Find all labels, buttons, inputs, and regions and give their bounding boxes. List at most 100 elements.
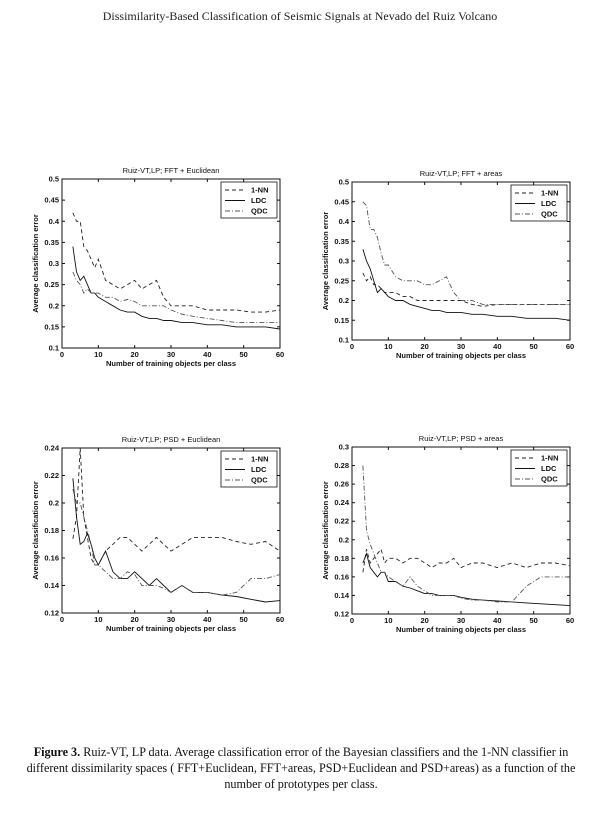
caption-label: Figure 3. [33,745,81,759]
y-tick-label: 0.26 [334,480,349,489]
x-tick-label: 50 [529,342,537,351]
legend-label: LDC [251,196,267,205]
chart-4: Ruiz-VT,LP; PSD + areas 0 10 20 30 40 50 60 0.12… [321,434,574,634]
series-line-1-nn [362,272,570,307]
y-tick-label: 0.3 [339,443,349,452]
x-tick-label: 20 [420,342,428,351]
y-tick-label: 0.28 [334,461,349,470]
y-tick-label: 0.12 [44,609,59,618]
y-tick-label: 0.5 [339,178,349,187]
x-tick-label: 20 [130,350,138,359]
legend-box [510,184,568,222]
x-tick-label: 0 [60,615,64,624]
y-tick-label: 0.35 [44,238,59,247]
x-tick-label: 0 [350,616,354,625]
y-axis-label: Average classification error [321,212,330,311]
y-tick-label: 0.14 [334,591,349,600]
y-tick-label: 0.18 [44,526,59,535]
chart-title: Ruiz-VT,LP; FFT + Euclidean [123,166,220,175]
x-tick-label: 60 [566,342,574,351]
x-tick-label: 50 [239,350,247,359]
legend-label: QDC [541,210,558,219]
legend-label: LDC [251,465,267,474]
series-line-qdc [362,465,570,603]
caption-text: Ruiz-VT, LP data. Average classification… [26,745,576,791]
series-line-1-nn [72,212,281,313]
x-tick-label: 10 [94,350,102,359]
x-tick-label: 30 [457,342,465,351]
y-tick-label: 0.25 [44,280,59,289]
y-tick-label: 0.4 [49,217,60,226]
x-tick-label: 30 [457,616,465,625]
legend-label: 1-NN [251,455,269,464]
y-tick-label: 0.14 [44,581,59,590]
y-tick-label: 0.4 [339,217,350,226]
chart-title: Ruiz-VT,LP; PSD + Euclidean [122,435,221,444]
legend-label: LDC [541,199,557,208]
x-tick-label: 10 [94,615,102,624]
series-line-ldc [72,478,281,603]
x-tick-label: 40 [493,616,501,625]
x-tick-label: 40 [203,615,211,624]
x-tick-label: 40 [203,350,211,359]
y-axis-label: Average classification error [31,481,40,580]
x-tick-label: 20 [130,615,138,624]
chart-1: Ruiz-VT,LP; FFT + Euclidean 0 10 20 30 40 50 60… [31,166,284,368]
y-tick-label: 0.24 [334,498,349,507]
series-line-qdc [362,201,570,305]
y-tick-label: 0.16 [44,554,59,563]
series-line-1-nn [362,548,571,573]
legend-box [220,181,278,219]
x-tick-label: 20 [420,616,428,625]
running-header: Dissimilarity-Based Classification of Se… [102,9,498,23]
y-tick-label: 0.45 [334,197,349,206]
chart-title: Ruiz-VT,LP; PSD + areas [419,434,504,443]
y-tick-label: 0.3 [339,257,349,266]
y-tick-label: 0.22 [334,517,349,526]
x-tick-label: 10 [384,342,392,351]
x-axis-label: Number of training objects per class [106,624,236,633]
x-axis-label: Number of training objects per class [106,359,236,368]
series-line-1-nn [72,447,281,566]
legend-label: 1-NN [541,189,559,198]
x-tick-label: 30 [167,615,175,624]
x-tick-label: 60 [276,350,284,359]
x-axis-label: Number of training objects per class [396,351,526,360]
y-tick-label: 0.2 [49,301,59,310]
y-tick-label: 0.2 [339,296,349,305]
y-tick-label: 0.12 [334,610,349,619]
legend-label: 1-NN [541,454,559,463]
y-tick-label: 0.22 [44,471,59,480]
legend-label: 1-NN [251,186,269,195]
y-tick-label: 0.2 [49,499,59,508]
chart-3: Ruiz-VT,LP; PSD + Euclidean 0 10 20 30 40 50 60… [31,435,284,633]
y-tick-label: 0.1 [339,336,349,345]
x-tick-label: 10 [384,616,392,625]
series-line-ldc [362,249,571,321]
x-axis-label: Number of training objects per class [396,625,526,634]
y-tick-label: 0.45 [44,196,59,205]
legend-box [510,449,568,487]
y-tick-label: 0.3 [49,259,59,268]
series-line-qdc [72,271,280,324]
x-tick-label: 0 [60,350,64,359]
y-axis-label: Average classification error [31,214,40,313]
series-line-ldc [72,246,281,330]
legend-label: LDC [541,464,557,473]
x-tick-label: 60 [566,616,574,625]
legend-label: QDC [251,476,268,485]
y-tick-label: 0.35 [334,237,349,246]
y-tick-label: 0.18 [334,554,349,563]
figure-caption: Figure 3. Ruiz-VT, LP data. Average clas… [14,744,588,792]
x-tick-label: 30 [167,350,175,359]
y-tick-label: 0.2 [339,535,349,544]
y-tick-label: 0.25 [334,276,349,285]
y-axis-label: Average classification error [321,481,330,580]
x-tick-label: 60 [276,615,284,624]
y-tick-label: 0.24 [44,444,59,453]
x-tick-label: 0 [350,342,354,351]
